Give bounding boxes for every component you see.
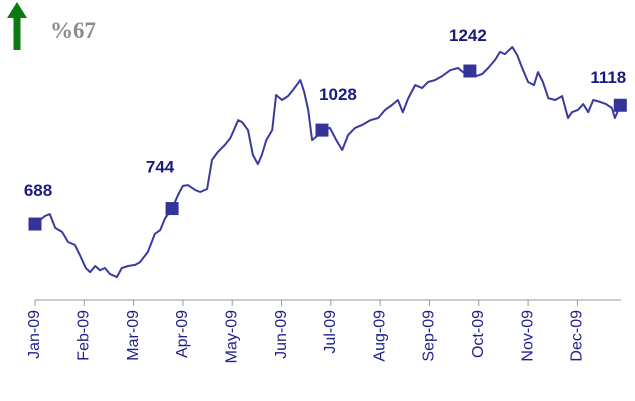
x-tick-label: Jun-09 [273,310,290,359]
x-tick-label: Jul-09 [322,310,339,354]
up-arrow [7,2,27,50]
x-tick-label: Jan-09 [26,310,43,359]
point-marker [613,98,627,112]
x-tick-label: Dec-09 [569,310,586,362]
point-label: 1242 [449,26,487,45]
line [34,46,622,279]
x-tick-label: Aug-09 [371,310,388,362]
point-label: 688 [24,181,52,200]
point-marker [315,123,329,137]
x-tick-label: Mar-09 [125,310,142,361]
point-label: 1118 [590,68,626,87]
point-marker [165,202,179,216]
x-tick-label: Nov-09 [519,310,536,362]
x-tick-label: Apr-09 [174,310,191,358]
point-marker [463,64,477,78]
point-marker [28,217,42,231]
point-label: 744 [146,158,175,177]
x-tick-label: Sep-09 [421,310,438,362]
x-tick-label: Feb-09 [76,310,93,361]
x-tick-label: Oct-09 [470,310,487,358]
change-label: %67 [50,18,96,43]
point-label: 1028 [319,85,357,104]
x-tick-label: May-09 [223,310,240,363]
